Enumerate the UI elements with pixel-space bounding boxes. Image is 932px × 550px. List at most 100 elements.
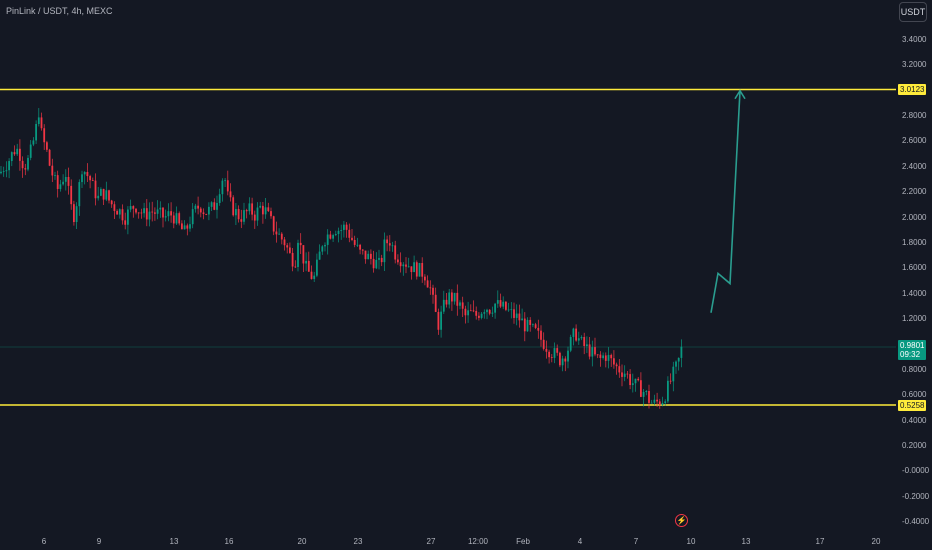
candle-body	[167, 211, 170, 217]
candle-body	[383, 239, 386, 263]
candle-body	[626, 373, 629, 375]
candle-body	[194, 205, 197, 210]
candle-body	[610, 354, 613, 359]
candle-body	[367, 253, 370, 260]
candle-body	[248, 203, 251, 212]
candle-body	[664, 401, 667, 403]
candle-body	[469, 310, 472, 312]
candle-body	[83, 172, 86, 175]
candle-body	[294, 266, 297, 268]
candle-body	[283, 239, 286, 246]
candle-body	[64, 176, 67, 182]
candle-body	[534, 324, 537, 328]
projection-path[interactable]	[710, 90, 741, 313]
candle-body	[313, 275, 316, 279]
candle-body	[164, 216, 167, 218]
x-tick-label: 4	[577, 537, 583, 546]
candle-body	[556, 348, 559, 353]
candle-body	[8, 161, 10, 171]
candle-body	[634, 378, 637, 384]
candle-body	[586, 344, 588, 346]
candle-body	[16, 148, 19, 155]
candle-body	[456, 292, 459, 306]
candle-body	[137, 212, 140, 214]
y-tick-label: -0.4000	[902, 517, 930, 526]
candle-body	[332, 235, 334, 239]
candle-body	[181, 223, 183, 230]
candle-body	[154, 212, 156, 214]
candle-body	[121, 209, 124, 221]
candle-body	[580, 337, 583, 339]
candle-body	[496, 300, 499, 304]
candle-body	[116, 210, 118, 215]
currency-button[interactable]: USDT	[899, 2, 927, 22]
candle-body	[394, 245, 397, 260]
candle-body	[305, 260, 307, 264]
candle-body	[505, 301, 507, 310]
candle-body	[629, 374, 631, 386]
candle-body	[140, 212, 143, 214]
symbol-title: PinLink / USDT, 4h, MEXC	[6, 6, 113, 16]
candle-body	[89, 176, 91, 181]
candle-body	[256, 207, 259, 221]
candle-body	[159, 207, 162, 210]
candle-body	[667, 380, 669, 402]
y-tick-label: 0.6000	[902, 390, 927, 400]
candle-body	[653, 399, 656, 403]
candle-body	[680, 346, 683, 358]
candle-body	[561, 358, 564, 366]
candle-body	[170, 211, 172, 216]
candle-body	[418, 263, 421, 277]
candle-body	[432, 287, 434, 295]
candle-body	[604, 355, 607, 361]
candle-body	[429, 287, 432, 289]
candle-body	[243, 210, 245, 222]
candle-body	[213, 202, 216, 210]
x-tick-label: 17	[815, 537, 825, 546]
x-tick-label: 7	[633, 537, 639, 546]
candle-body	[405, 264, 407, 267]
candle-body	[564, 358, 567, 362]
candle-body	[48, 149, 51, 166]
candle-body	[334, 234, 337, 236]
candle-body	[310, 271, 313, 279]
candle-body	[623, 373, 626, 377]
candle-body	[415, 262, 418, 277]
candle-body	[10, 152, 13, 162]
candle-body	[302, 245, 305, 264]
candle-body	[399, 262, 402, 267]
candle-body	[588, 344, 591, 357]
x-tick-label: 23	[353, 537, 363, 546]
x-tick-label: 9	[96, 537, 102, 546]
y-tick-label: -0.0000	[902, 466, 930, 476]
candle-body	[118, 209, 121, 215]
candle-body	[440, 311, 442, 330]
candle-body	[499, 300, 502, 307]
candle-body	[267, 207, 270, 212]
candle-body	[677, 357, 680, 362]
candle-body	[478, 315, 480, 318]
candle-body	[2, 171, 5, 173]
candle-body	[475, 310, 478, 316]
candle-body	[162, 207, 164, 218]
candle-body	[656, 399, 658, 402]
candle-body	[388, 243, 391, 246]
candle-body	[105, 190, 108, 200]
candle-body	[232, 197, 235, 216]
candle-body	[575, 328, 577, 341]
candle-body	[483, 312, 486, 314]
candle-body	[364, 250, 367, 260]
candle-body	[548, 351, 550, 358]
candle-body	[550, 357, 553, 358]
candle-body	[380, 257, 383, 263]
candle-body	[199, 208, 202, 213]
flash-icon[interactable]: ⚡	[675, 514, 688, 527]
candle-body	[599, 354, 602, 359]
candle-body	[132, 206, 135, 209]
candle-body	[631, 383, 634, 386]
candle-body	[229, 191, 232, 198]
candle-body	[413, 262, 415, 273]
resistance-price-tag: 3.0123	[898, 84, 927, 95]
candle-body	[658, 401, 661, 405]
